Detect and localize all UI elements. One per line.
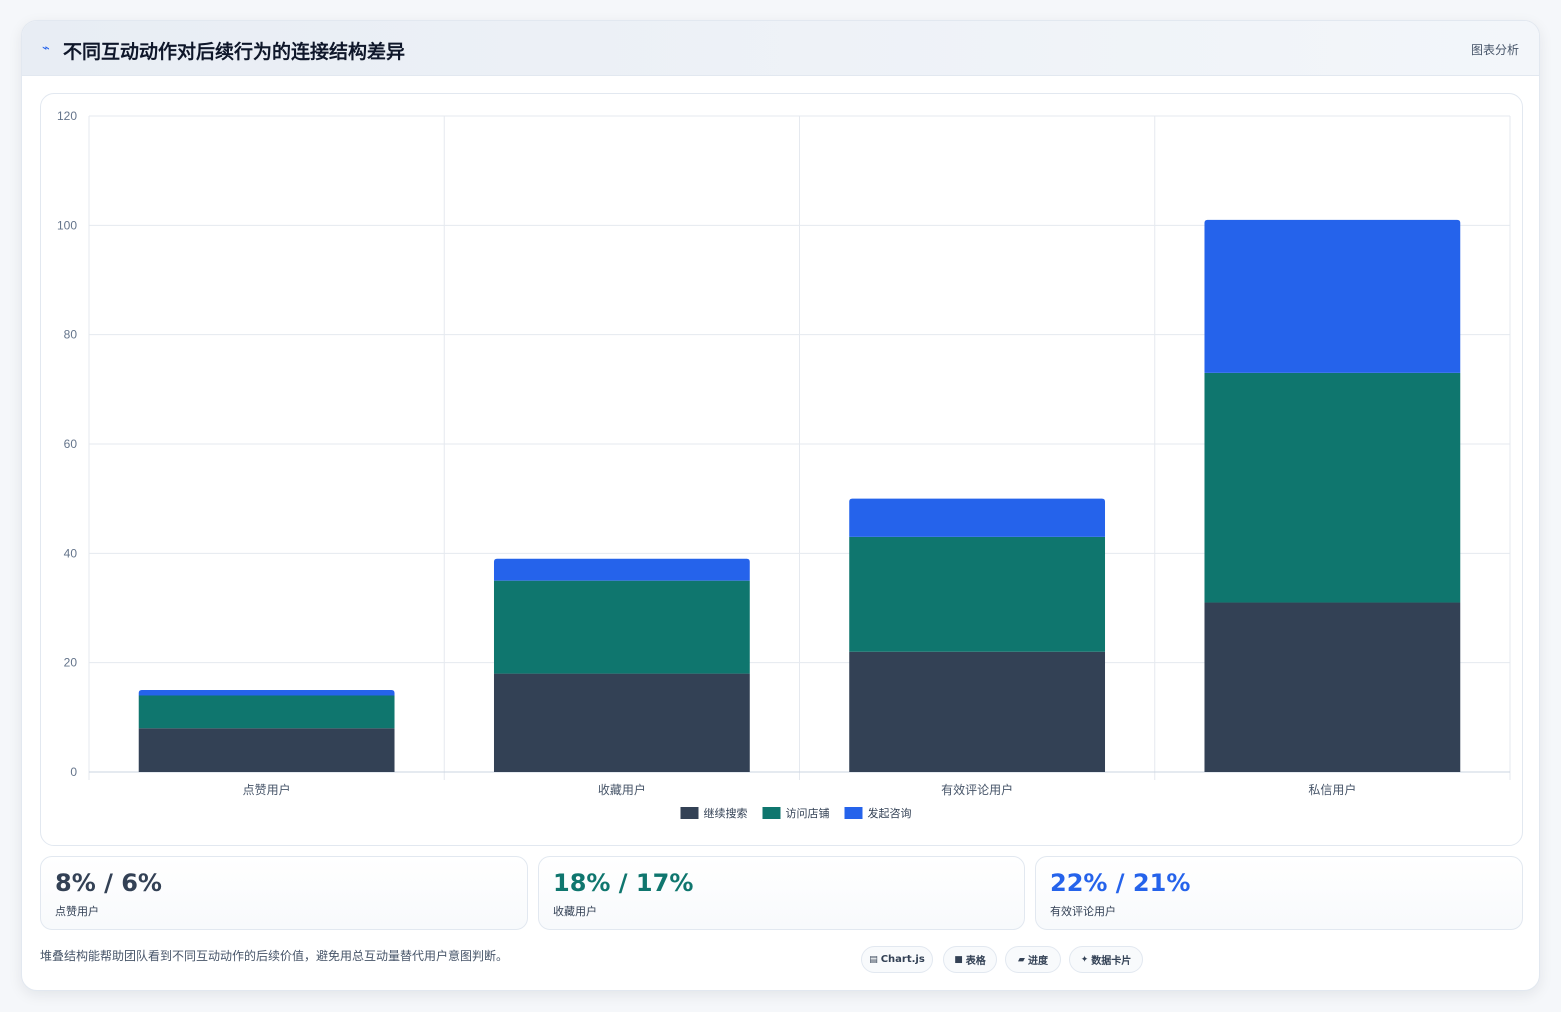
bar-segment [1204, 602, 1461, 772]
stat-label: 点赞用户 [55, 905, 99, 918]
x-tick-label: 收藏用户 [598, 782, 646, 797]
stat-value: 18% / 17% [553, 869, 694, 897]
x-tick-label: 点赞用户 [243, 782, 291, 797]
chart-title: 不同互动动作对后续行为的连接结构差异 [63, 41, 406, 63]
footnote: 堆叠结构能帮助团队看到不同互动动作的后续价值，避免用总互动量替代用户意图判断。 [40, 949, 509, 963]
y-tick-label: 100 [57, 218, 77, 232]
stat-card-comment: 22% / 21% 有效评论用户 [1035, 856, 1523, 930]
bar-segment [1204, 372, 1461, 603]
x-tick-label: 私信用户 [1308, 782, 1356, 797]
pill-chartjs[interactable]: ▤ Chart.js [861, 946, 933, 973]
pill-progress[interactable]: ▰ 进度 [1005, 946, 1061, 973]
bar-segment [138, 695, 395, 729]
stat-card-favorite: 18% / 17% 收藏用户 [538, 856, 1025, 930]
pill-label: Chart.js [880, 954, 925, 965]
y-tick-label: 20 [64, 656, 78, 670]
legend-label: 访问店铺 [786, 806, 830, 820]
pill-label: 表格 [965, 956, 986, 967]
chart-card: ⌁ 不同互动动作对后续行为的连接结构差异 图表分析 0 20 40 60 80 100 12… [21, 20, 1540, 991]
bar-segment [493, 673, 750, 772]
bar-segment [138, 728, 395, 772]
bar-segment [1204, 219, 1461, 373]
chart-analysis-tag: 图表分析 [1470, 43, 1519, 57]
table-icon: ■ [954, 954, 963, 965]
pill-data-card[interactable]: ✦ 数据卡片 [1069, 946, 1143, 973]
stat-value: 22% / 21% [1050, 869, 1191, 897]
legend-swatch [844, 807, 863, 819]
pill-table[interactable]: ■ 表格 [943, 946, 997, 973]
bar-segment [493, 558, 750, 581]
stat-label: 有效评论用户 [1050, 905, 1116, 918]
bar-segment [849, 498, 1106, 537]
x-tick-label: 有效评论用户 [941, 782, 1013, 797]
chart-line-icon: ⌁ [42, 41, 50, 56]
legend-swatch [680, 807, 699, 819]
stat-label: 收藏用户 [553, 905, 597, 918]
data-card-icon: ✦ [1080, 954, 1089, 965]
bar-segment [849, 651, 1106, 772]
pill-label: 数据卡片 [1091, 956, 1132, 967]
bar-segment [849, 536, 1106, 652]
y-tick-label: 40 [64, 546, 78, 560]
pill-label: 进度 [1027, 956, 1048, 967]
legend-label: 继续搜索 [704, 806, 748, 820]
y-tick-label: 80 [64, 328, 78, 342]
bar-segment [493, 580, 750, 674]
stat-card-like: 8% / 6% 点赞用户 [40, 856, 528, 930]
y-tick-label: 60 [64, 437, 78, 451]
bar-segment [138, 690, 395, 696]
card-header: ⌁ 不同互动动作对后续行为的连接结构差异 图表分析 [22, 21, 1539, 76]
y-tick-label: 120 [57, 109, 77, 123]
stat-value: 8% / 6% [55, 869, 162, 897]
chart-icon: ▤ [869, 954, 878, 965]
chart-panel: 0 20 40 60 80 100 120 点赞用户 收藏用户 有效评论用户 私信用户继续搜索 访问店… [40, 93, 1523, 846]
y-tick-label: 0 [70, 765, 77, 779]
progress-icon: ▰ [1018, 954, 1025, 965]
legend-swatch [762, 807, 781, 819]
legend-label: 发起咨询 [868, 806, 912, 820]
